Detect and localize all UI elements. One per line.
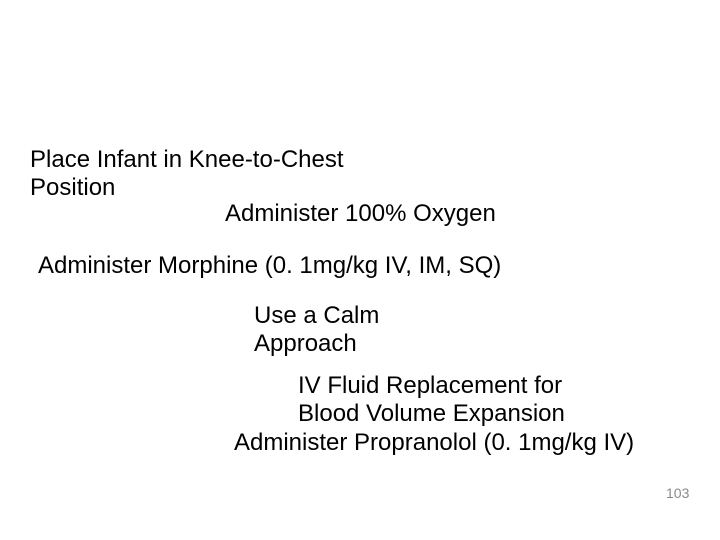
knee-chest-text: Place Infant in Knee-to-Chest Position: [30, 146, 390, 201]
propranolol-text: Administer Propranolol (0. 1mg/kg IV): [234, 429, 634, 457]
calm-approach-text: Use a Calm Approach: [254, 302, 414, 357]
oxygen-text: Administer 100% Oxygen: [225, 200, 496, 228]
page-number: 103: [666, 485, 689, 501]
iv-fluid-text: IV Fluid Replacement for Blood Volume Ex…: [298, 372, 618, 427]
morphine-text: Administer Morphine (0. 1mg/kg IV, IM, S…: [38, 252, 501, 280]
